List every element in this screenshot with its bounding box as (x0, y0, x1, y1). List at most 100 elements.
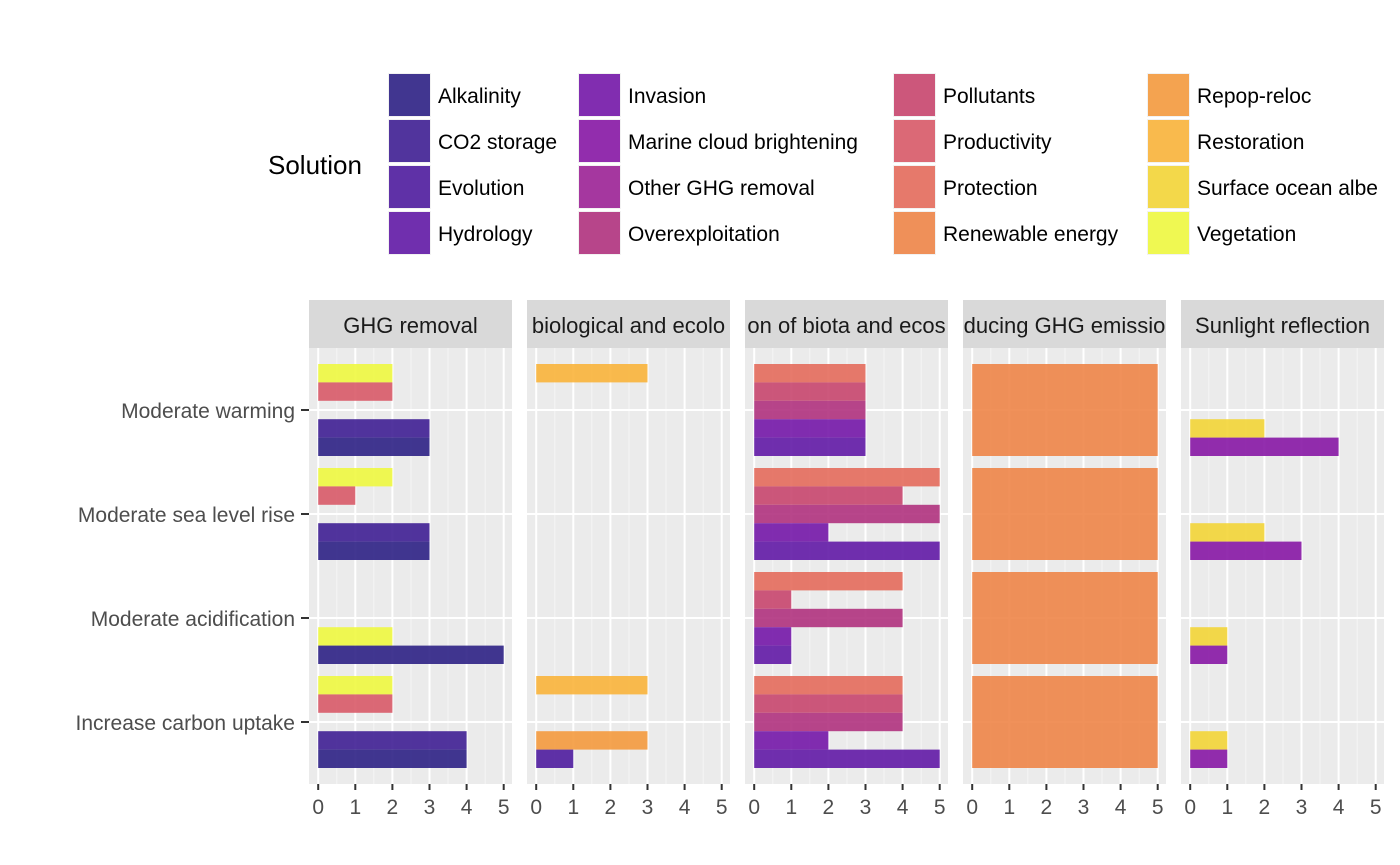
x-tick-label: 5 (1152, 796, 1164, 819)
x-tick-label: 2 (823, 796, 835, 819)
bar-hydrology (754, 645, 792, 664)
legend-swatch-co2-storage (389, 120, 430, 162)
bar-group-f4-c3 (972, 572, 1158, 664)
legend-label-overexploitation: Overexploitation (628, 223, 780, 246)
bar-co2-storage (318, 419, 430, 438)
bar-group-f3-c1 (754, 364, 866, 456)
legend-swatch-alkalinity (389, 74, 430, 116)
facet-strip-4 (963, 300, 1166, 348)
x-tick-label: 4 (1333, 796, 1345, 819)
bar-group-f5-c2 (1190, 523, 1302, 560)
legend-label-alkalinity: Alkalinity (438, 85, 521, 108)
legend-swatch-invasion (579, 74, 620, 116)
bar-vegetation (318, 676, 393, 695)
facet-strip-label-4: ducing GHG emissio (964, 313, 1166, 338)
x-tick-label: 4 (679, 796, 691, 819)
bar-protection (754, 364, 866, 383)
bar-repop-reloc (536, 731, 648, 750)
y-tick-label-moderate-sea-level-rise: Moderate sea level rise (78, 504, 295, 527)
bar-restoration (536, 364, 648, 383)
legend: Solution Alkalinity CO2 storage Evolution H… (268, 73, 1378, 255)
x-tick-label: 5 (934, 796, 946, 819)
bar-surface-ocean-albe (1190, 523, 1265, 542)
bar-invasion (754, 731, 829, 750)
x-tick-label: 0 (530, 796, 542, 819)
x-tick-label: 0 (748, 796, 760, 819)
x-tick-label: 4 (461, 796, 473, 819)
x-tick-label: 2 (605, 796, 617, 819)
legend-label-protection: Protection (943, 177, 1038, 200)
x-tick-label: 1 (1221, 796, 1233, 819)
bar-overexploitation (754, 608, 903, 628)
x-tick-label: 0 (1184, 796, 1196, 819)
bar-surface-ocean-albe (1190, 627, 1228, 646)
bar-invasion (754, 627, 792, 646)
bar-overexploitation (754, 712, 903, 732)
bar-group-f4-c2 (972, 468, 1158, 560)
legend-label-pollutants: Pollutants (943, 85, 1035, 108)
bar-protection (754, 676, 903, 695)
legend-label-other-ghg-removal: Other GHG removal (628, 177, 815, 200)
legend-label-co2-storage: CO2 storage (438, 131, 557, 154)
legend-label-marine-cloud-brightening: Marine cloud brightening (628, 131, 858, 154)
facet-panel-2: biological and ecolo 0 1 2 3 4 5 (527, 300, 730, 819)
legend-label-vegetation: Vegetation (1197, 223, 1296, 246)
legend-swatch-protection (894, 166, 935, 208)
bar-invasion (754, 523, 829, 542)
bar-productivity (318, 486, 356, 505)
bar-group-f4-c4 (972, 676, 1158, 768)
bar-protection (754, 572, 903, 591)
bar-renewable-energy (972, 676, 1158, 768)
bar-vegetation (318, 627, 393, 646)
bar-marine-cloud-brightening (1190, 437, 1339, 456)
facet-strip-5 (1181, 300, 1384, 348)
x-tick-label: 3 (860, 796, 872, 819)
bar-co2-storage (318, 523, 430, 542)
bar-invasion (754, 419, 866, 438)
bar-overexploitation (754, 400, 866, 420)
bar-pollutants (754, 486, 903, 505)
legend-swatch-repop-reloc (1148, 74, 1189, 116)
bar-hydrology (754, 541, 940, 560)
facet-strip-label-5: Sunlight reflection (1195, 313, 1370, 338)
bar-pollutants (754, 694, 903, 713)
legend-label-evolution: Evolution (438, 177, 524, 200)
x-tick-label: 1 (349, 796, 361, 819)
bar-restoration (536, 676, 648, 695)
legend-swatch-other-ghg-removal (579, 166, 620, 208)
bar-group-f3-c2 (754, 468, 940, 560)
x-tick-label: 3 (642, 796, 654, 819)
facet-strip-label-3: on of biota and ecos (747, 313, 945, 338)
facet-strip-label-1: GHG removal (343, 313, 477, 338)
facet-strip-label-2: biological and ecolo (532, 313, 725, 338)
bar-group-f1-c4 (318, 676, 467, 768)
legend-label-renewable-energy: Renewable energy (943, 223, 1119, 246)
bar-group-f3-c3 (754, 572, 903, 664)
bar-group-f3-c4 (754, 676, 940, 768)
bar-group-f1-c3 (318, 627, 504, 664)
x-tick-label: 2 (1041, 796, 1053, 819)
y-tick-label-moderate-acidification: Moderate acidification (91, 608, 295, 631)
legend-label-restoration: Restoration (1197, 131, 1304, 154)
legend-swatch-vegetation (1148, 212, 1189, 254)
x-tick-label: 1 (785, 796, 797, 819)
legend-swatch-marine-cloud-brightening (579, 120, 620, 162)
facet-strip-3 (745, 300, 948, 348)
bar-group-f5-c4 (1190, 731, 1228, 768)
x-tick-label: 3 (424, 796, 436, 819)
legend-label-repop-reloc: Repop-reloc (1197, 85, 1311, 108)
bar-group-f5-c1 (1190, 419, 1339, 456)
bar-vegetation (318, 364, 393, 383)
bar-alkalinity (318, 645, 504, 664)
bar-group-f1-c2 (318, 468, 430, 560)
legend-swatch-evolution (389, 166, 430, 208)
legend-swatch-overexploitation (579, 212, 620, 254)
bar-co2-storage (318, 731, 467, 750)
bar-productivity (318, 694, 393, 713)
legend-label-productivity: Productivity (943, 131, 1052, 154)
bar-alkalinity (318, 437, 430, 456)
x-tick-label: 0 (312, 796, 324, 819)
legend-swatch-surface-ocean-albe (1148, 166, 1189, 208)
bar-pollutants (754, 590, 792, 609)
